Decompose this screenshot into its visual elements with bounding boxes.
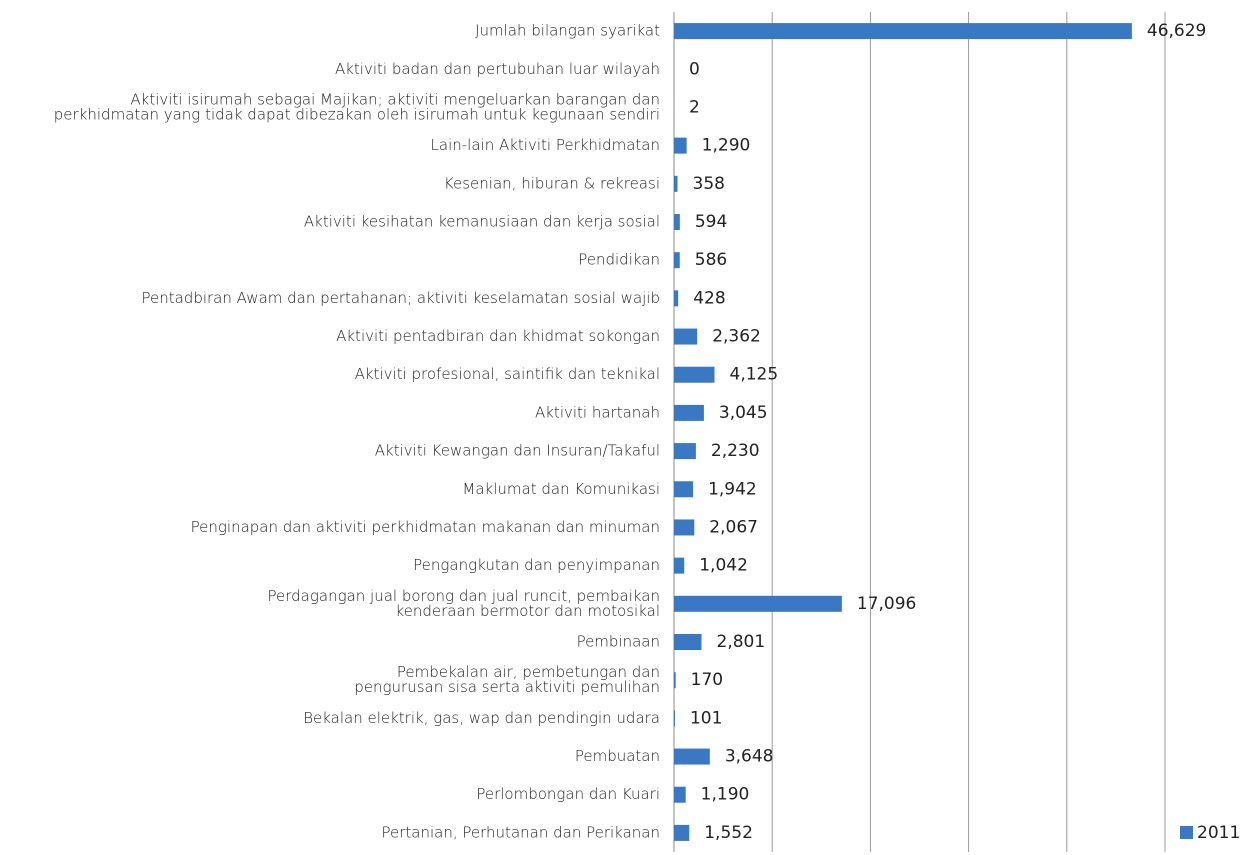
value-label: 1,290 [702,136,751,156]
category-label: Penginapan dan aktiviti perkhidmatan mak… [191,518,660,536]
bar [674,634,702,650]
bar [674,595,842,612]
category-label: Aktiviti profesional, saintifik dan tekn… [355,365,660,383]
category-label: pengurusan sisa serta aktiviti pemulihan [354,678,660,696]
bar [674,443,696,460]
value-label: 428 [693,288,725,308]
category-label: Aktiviti isirumah sebagai Majikan; aktiv… [130,90,660,108]
bar [674,137,687,154]
category-label: Pembinaan [577,633,660,651]
category-label: Pertanian, Perhutanan dan Perikanan [382,823,660,841]
bar [674,481,694,498]
value-label: 358 [693,174,725,194]
bar [674,252,680,269]
category-label: Maklumat dan Komunikasi [462,480,660,498]
bar [674,366,715,383]
value-label: 1,042 [699,556,748,576]
category-label: Aktiviti badan dan pertubuhan luar wilay… [335,60,660,78]
bar [674,23,1132,40]
bar [674,290,679,307]
bar [674,672,676,689]
bar [674,404,704,421]
value-label: 170 [691,670,723,690]
value-label: 0 [689,59,700,79]
legend-swatch [1180,826,1193,839]
bar [674,175,678,192]
category-label: Pembuatan [575,747,660,765]
value-label: 2,067 [709,517,758,537]
category-label: Pendidikan [578,251,660,269]
category-label: Aktiviti Kewangan dan Insuran/Takaful [375,442,660,460]
bar [674,557,685,574]
value-label: 586 [695,250,727,270]
bar [674,710,675,727]
category-label: Aktiviti kesihatan kemanusiaan dan kerja… [304,213,660,231]
bar [674,786,686,803]
category-label: Perlombongan dan Kuari [476,785,660,803]
value-label: 46,629 [1147,21,1206,41]
category-label: Pengangkutan dan penyimpanan [413,556,660,574]
category-label: perkhidmatan yang tidak dapat dibezakan … [54,105,660,123]
value-label: 2,230 [711,441,760,461]
bar [674,824,690,841]
value-label: 3,045 [719,403,768,423]
category-label: Aktiviti hartanah [535,403,660,421]
category-label: Aktiviti pentadbiran dan khidmat sokonga… [336,327,660,345]
category-label: Perdagangan jual borong dan jual runcit,… [268,587,660,605]
category-label: Kesenian, hiburan & rekreasi [444,174,660,192]
value-label: 1,942 [708,479,757,499]
category-label: Jumlah bilangan syarikat [475,22,660,40]
value-label: 17,096 [857,594,916,614]
bar [674,328,698,345]
value-label: 101 [690,708,722,728]
value-label: 594 [695,212,727,232]
bar [674,214,680,230]
value-label: 2 [689,97,700,117]
value-label: 4,125 [730,365,779,385]
bar [674,748,710,765]
value-label: 1,190 [701,785,750,805]
category-label: Pembekalan air, pembetungan dan [397,663,660,681]
legend-label: 2011 [1197,823,1240,843]
value-label: 3,648 [725,747,774,767]
category-label: Lain-lain Aktiviti Perkhidmatan [431,136,660,154]
value-label: 2,801 [717,632,766,652]
category-label: kenderaan bermotor dan motosikal [396,602,661,620]
value-label: 1,552 [704,823,753,843]
category-label: Bekalan elektrik, gas, wap dan pendingin… [303,709,660,727]
bar [674,519,695,536]
category-label: Pentadbiran Awam dan pertahanan; aktivit… [141,289,660,307]
value-label: 2,362 [712,327,761,347]
